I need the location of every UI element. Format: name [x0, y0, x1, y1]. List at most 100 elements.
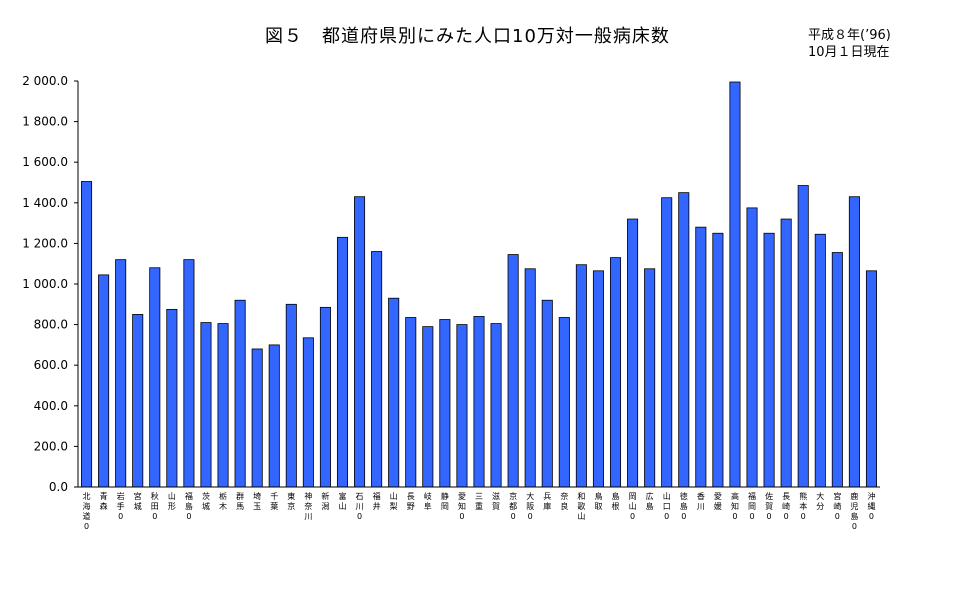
x-tick-label: 高知 0	[731, 491, 739, 521]
x-tick-label: 石川 0	[356, 492, 364, 521]
x-tick-label: 大分	[816, 491, 824, 511]
bar	[695, 226, 707, 488]
bar	[729, 81, 741, 488]
x-tick-label: 愛知 0	[458, 491, 466, 521]
x-tick-label: 新潟	[321, 491, 329, 511]
y-tick-label: 1 600.0	[22, 155, 68, 169]
x-tick-label: 佐賀 0	[765, 491, 773, 521]
bar	[319, 306, 331, 488]
x-tick-label: 福島 0	[185, 492, 193, 521]
chart-date-note-line-1: 平成８年(’96)	[808, 28, 891, 43]
bar	[609, 257, 622, 488]
x-tick-label: 岩手 0	[117, 491, 125, 521]
bar	[473, 316, 485, 488]
x-tick-label: 山形	[168, 491, 176, 511]
bar	[541, 299, 553, 488]
bar	[439, 319, 451, 488]
bar	[200, 322, 212, 488]
y-tick-label: 1 400.0	[22, 196, 68, 210]
x-tick-label: 兵庫	[543, 491, 551, 511]
bar	[627, 218, 639, 488]
x-tick-label: 鳥取	[594, 491, 602, 511]
bar	[780, 218, 792, 488]
bar	[661, 197, 673, 488]
x-tick-label: 熊本 0	[799, 491, 807, 521]
bar	[388, 297, 400, 488]
bar	[746, 207, 758, 488]
x-tick-label: 和歌山	[577, 492, 585, 521]
x-tick-label: 三重	[475, 492, 483, 511]
y-tick-label: 600.0	[34, 358, 68, 372]
x-tick-label: 群馬	[236, 491, 244, 511]
bar	[354, 196, 366, 488]
bar	[371, 251, 383, 488]
bar	[217, 323, 229, 488]
chart-date-note: 平成８年(’96) 10月１日現在	[808, 27, 891, 61]
bar	[268, 344, 280, 488]
x-tick-label: 岡山 0	[629, 492, 637, 521]
bar	[149, 267, 161, 488]
bar	[251, 348, 263, 488]
bar	[592, 270, 604, 488]
bar	[422, 326, 434, 488]
bar	[115, 259, 127, 488]
x-tick-label: 富山	[338, 491, 346, 511]
x-tick-label: 滋賀	[492, 491, 500, 511]
bar	[865, 270, 877, 488]
x-tick-label: 岐阜	[424, 491, 432, 511]
y-tick-label: 200.0	[34, 439, 68, 453]
bar	[234, 299, 246, 488]
bar	[405, 317, 417, 488]
x-tick-label: 山梨	[390, 491, 398, 511]
x-tick-label: 茨城	[202, 491, 210, 511]
bar	[183, 259, 195, 488]
x-tick-label: 沖縄 0	[867, 491, 875, 521]
x-tick-label: 長崎 0	[782, 492, 790, 521]
bar	[507, 254, 519, 488]
x-tick-label: 長野	[407, 492, 415, 511]
x-tick-label: 神奈川	[304, 491, 312, 521]
bar	[575, 264, 587, 488]
bar	[302, 337, 314, 488]
x-tick-label: 徳島 0	[680, 491, 688, 521]
bar	[831, 252, 843, 488]
x-tick-label: 島根	[612, 491, 620, 511]
x-tick-label: 秋田 0	[151, 491, 159, 521]
y-tick-label: 1 000.0	[22, 277, 68, 291]
bars	[81, 81, 877, 488]
bar	[490, 323, 502, 488]
x-tick-label: 鹿児島 0	[850, 491, 858, 531]
bar	[456, 324, 468, 488]
bar	[285, 303, 297, 488]
x-tick-label: 静岡	[441, 491, 449, 511]
bar	[336, 236, 349, 488]
x-tick-label: 青森	[100, 491, 108, 511]
bar	[712, 232, 724, 488]
x-tick-label: 京都 0	[509, 491, 517, 521]
y-tick-label: 400.0	[34, 399, 68, 413]
x-tick-label: 大阪 0	[526, 491, 534, 521]
y-tick-label: 2 000.0	[22, 74, 68, 88]
y-axis: 0.0 200.0 400.0 600.0 800.0 1 000.0 1 200.0 1 4…	[22, 74, 79, 494]
bar	[558, 317, 570, 488]
bar	[81, 181, 93, 488]
bar	[678, 192, 690, 488]
x-tick-label: 広島	[646, 491, 654, 511]
x-tick-label: 福岡 0	[748, 492, 756, 521]
y-tick-label: 1 800.0	[22, 115, 68, 129]
y-tick-label: 0.0	[49, 480, 68, 494]
bar	[763, 232, 775, 488]
x-tick-label: 愛媛	[714, 491, 722, 511]
chart-date-note-line-2: 10月１日現在	[808, 45, 890, 60]
bar	[644, 268, 656, 488]
x-tick-label: 香川	[697, 491, 705, 511]
x-tick-label: 東京	[287, 491, 295, 511]
x-tick-label: 宮崎 0	[833, 491, 841, 521]
x-tick-label: 千葉	[270, 491, 278, 511]
x-tick-label: 宮城	[134, 491, 142, 511]
bar	[814, 233, 826, 488]
x-tick-label: 埼玉	[253, 491, 261, 511]
chart-title: 図５ 都道府県別にみた人口10万対一般病床数	[265, 26, 670, 47]
y-tick-label: 1 200.0	[22, 236, 68, 250]
